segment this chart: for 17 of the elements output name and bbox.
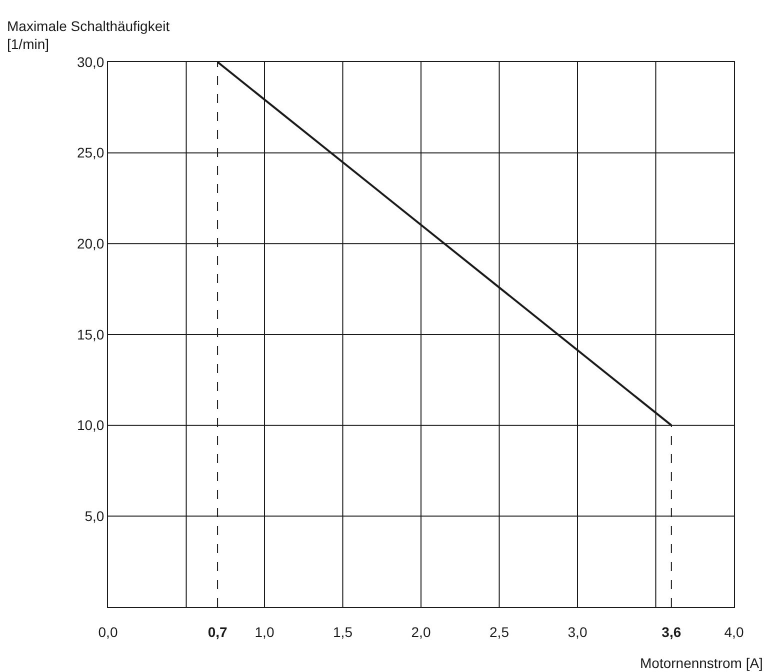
x-tick-label: 1,5 (333, 624, 353, 640)
y-axis-title: Maximale Schalthäufigkeit [1/min] (7, 18, 170, 52)
x-tick-label: 0,7 (208, 624, 228, 640)
y-tick-label: 20,0 (76, 236, 104, 252)
y-tick-label: 10,0 (76, 417, 104, 434)
x-tick-label: 3,6 (662, 624, 682, 640)
y-tick-label: 25,0 (76, 144, 104, 161)
x-axis-title: Motornennstrom [A] (640, 655, 763, 671)
y-tick-label: 30,0 (76, 54, 104, 70)
x-tick-label: 2,0 (411, 624, 431, 640)
x-tick-label: 4,0 (724, 624, 744, 640)
x-tick-label: 1,0 (254, 624, 274, 640)
x-tick-label: 3,0 (568, 624, 588, 640)
y-tick-label: 15,0 (76, 326, 104, 342)
x-tick-label: 0,0 (98, 624, 118, 640)
y-tick-label: 5,0 (84, 508, 104, 524)
x-tick-label: 2,5 (490, 624, 510, 640)
